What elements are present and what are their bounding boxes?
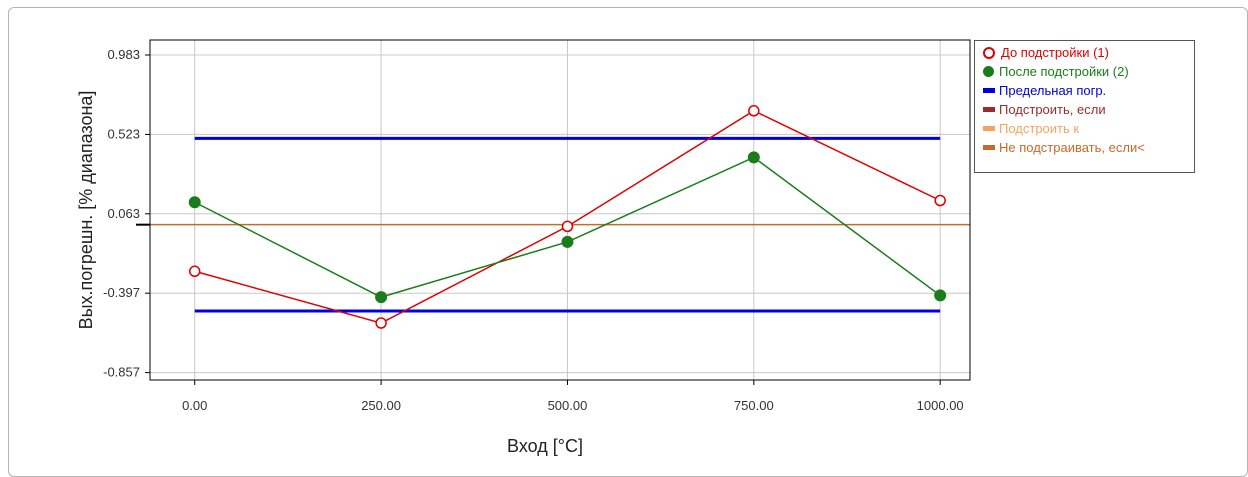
legend-label: Не подстраивать, если< [999, 140, 1145, 155]
data-point [561, 235, 574, 248]
data-point [934, 289, 947, 302]
line-swatch-icon [983, 88, 995, 93]
data-point [375, 317, 387, 329]
reference-lines [136, 136, 970, 313]
legend-item: Предельная погр. [983, 81, 1194, 100]
open-circle-marker-icon [983, 46, 995, 59]
legend-label: Подстроить, если [999, 102, 1106, 117]
data-point [747, 151, 760, 164]
y-tick-label: 0.983 [107, 47, 140, 62]
data-point [934, 194, 946, 207]
data-point [561, 220, 574, 233]
data-point [748, 105, 760, 117]
legend-label: Подстроить к [999, 121, 1080, 136]
grid [150, 40, 970, 380]
legend-item: После подстройки (2) [983, 62, 1194, 81]
plot-area [149, 39, 971, 381]
x-axis-title: Вход [°C] [507, 436, 583, 456]
y-tick-label: -0.857 [103, 365, 140, 380]
legend-label: После подстройки (2) [999, 64, 1129, 79]
y-axis: 0.983 0.523 0.063 -0.397 -0.857 [103, 47, 150, 380]
data-point [188, 265, 201, 278]
x-tick-label: 250.00 [361, 398, 401, 413]
data-point [188, 196, 201, 209]
line-swatch-icon [983, 145, 995, 150]
line-swatch-icon [983, 107, 995, 112]
legend-label: До подстройки (1) [1001, 45, 1109, 60]
x-tick-label: 0.00 [182, 398, 207, 413]
x-tick-label: 500.00 [548, 398, 588, 413]
legend-item: До подстройки (1) [983, 43, 1194, 62]
line-swatch-icon [983, 126, 995, 131]
series-layer [188, 105, 947, 329]
x-tick-label: 750.00 [734, 398, 774, 413]
y-tick-label: 0.063 [107, 206, 140, 221]
y-axis-title: Вых.погрешн. [% диапазона] [76, 91, 96, 330]
data-point [375, 291, 388, 304]
legend: До подстройки (1) После подстройки (2) Пре… [974, 40, 1195, 173]
legend-item: Не подстраивать, если< [983, 138, 1194, 157]
legend-item: Подстроить к [983, 119, 1194, 138]
y-tick-label: -0.397 [103, 285, 140, 300]
legend-item: Подстроить, если [983, 100, 1194, 119]
legend-label: Предельная погр. [999, 83, 1107, 98]
y-tick-label: 0.523 [107, 126, 140, 141]
x-axis: 0.00 250.00 500.00 750.00 1000.00 [182, 380, 964, 413]
x-tick-label: 1000.00 [917, 398, 964, 413]
filled-circle-marker-icon [983, 66, 994, 77]
